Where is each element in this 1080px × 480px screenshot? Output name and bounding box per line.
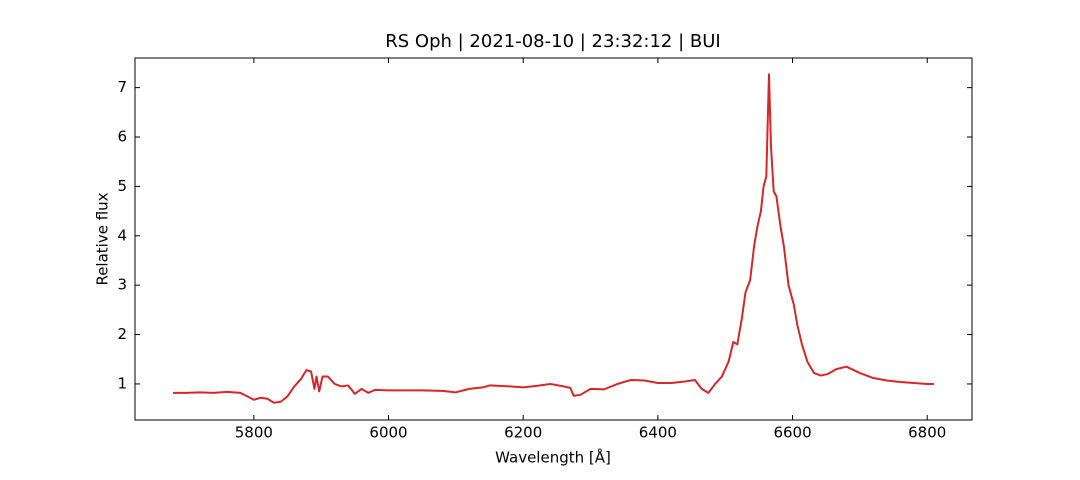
y-tick-label: 5	[117, 177, 127, 195]
y-tick-label: 3	[117, 276, 127, 294]
y-tick-label: 2	[117, 325, 127, 343]
x-tick-label: 6600	[773, 424, 811, 442]
y-tick-label: 6	[117, 128, 127, 146]
chart-title: RS Oph | 2021-08-10 | 23:32:12 | BUI	[385, 31, 720, 52]
x-axis-label: Wavelength [Å]	[495, 448, 611, 467]
plot-frame	[134, 57, 973, 421]
y-tick-label: 1	[117, 374, 127, 392]
x-tick-label: 5800	[235, 424, 273, 442]
y-tick-label: 4	[117, 226, 127, 244]
x-tick-label: 6800	[908, 424, 946, 442]
x-tick-label: 6000	[369, 424, 407, 442]
x-tick-label: 6200	[504, 424, 542, 442]
spectrum-line	[173, 73, 934, 404]
y-axis-label: Relative flux	[94, 192, 112, 285]
x-tick-label: 6400	[639, 424, 677, 442]
y-tick-label: 7	[117, 78, 127, 96]
